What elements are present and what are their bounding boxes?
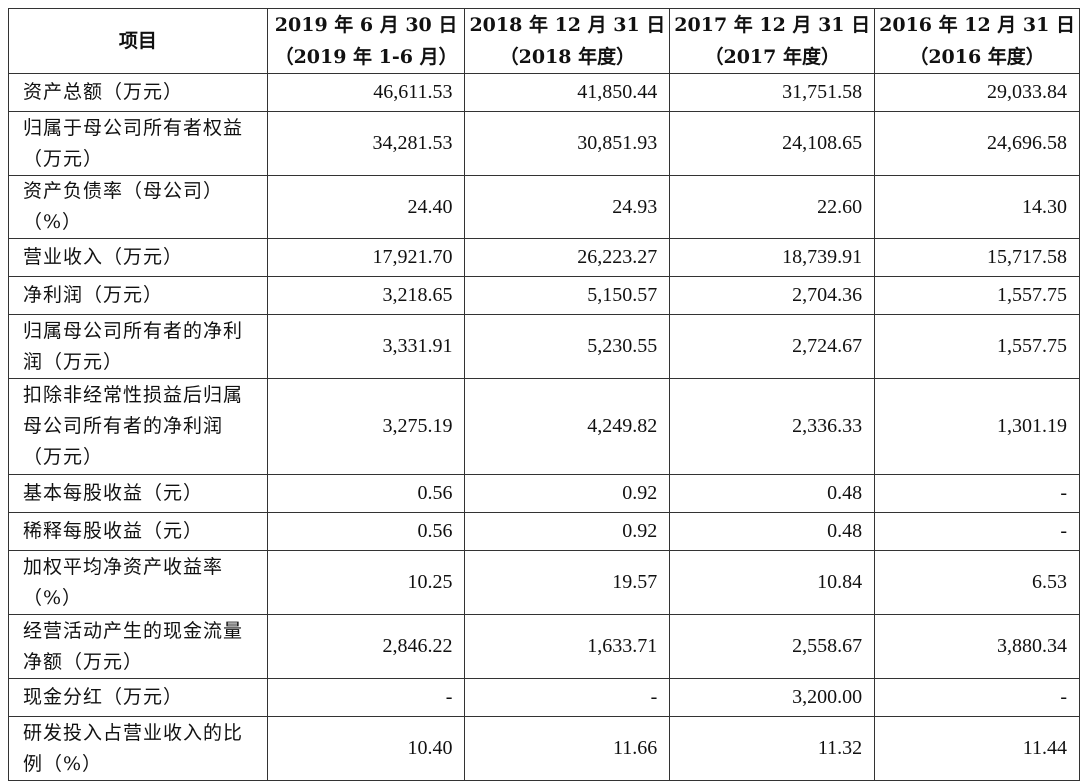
table-cell-value: 22.60	[669, 175, 876, 239]
table-header-row: 项目 2019 年 6 月 30 日 （2019 年 1-6 月） 2018 年…	[8, 8, 1080, 74]
financial-summary-table: 项目 2019 年 6 月 30 日 （2019 年 1-6 月） 2018 年…	[8, 8, 1080, 781]
table-cell-value: 30,851.93	[464, 111, 671, 176]
table-cell-value: 5,150.57	[464, 276, 671, 315]
table-row: 归属于母公司所有者权益（万元） 34,281.53 30,851.93 24,108.…	[8, 111, 1080, 176]
row-label: 稀释每股收益（元）	[8, 512, 268, 551]
header-date: 2018 年 12 月 31 日	[469, 14, 666, 36]
table-cell-value: 17,921.70	[266, 238, 466, 277]
row-label: 基本每股收益（元）	[8, 474, 268, 513]
row-label: 经营活动产生的现金流量净额（万元）	[8, 614, 268, 679]
table-cell-value: 41,850.44	[464, 73, 671, 112]
table-cell-value: -	[464, 678, 671, 717]
table-cell-value: 2,558.67	[669, 614, 876, 679]
table-cell-value: 10.25	[266, 550, 466, 615]
header-date: 2017 年 12 月 31 日	[674, 14, 871, 36]
table-cell-value: 24,696.58	[874, 111, 1080, 176]
table-row: 基本每股收益（元） 0.56 0.92 0.48-	[8, 474, 1080, 513]
table-cell-value: 0.92	[464, 512, 671, 551]
table-cell-value: 18,739.91	[669, 238, 876, 277]
row-label: 归属母公司所有者的净利润（万元）	[8, 314, 268, 379]
table-body: 资产总额（万元） 46,611.53 41,850.44 31,751.58 29,03…	[8, 73, 1080, 781]
table-cell-value: 11.66	[464, 716, 671, 781]
table-row: 净利润（万元） 3,218.65 5,150.57 2,704.36 1,557.75	[8, 276, 1080, 315]
table-cell-value: 1,301.19	[874, 378, 1080, 475]
table-cell-value: 3,275.19	[266, 378, 466, 475]
header-period: （2018 年度）	[499, 46, 636, 68]
header-2016: 2016 年 12 月 31 日 （2016 年度）	[874, 8, 1080, 74]
row-label: 资产负债率（母公司）（%）	[8, 175, 268, 239]
table-cell-value: 0.92	[464, 474, 671, 513]
table-cell-value: 3,218.65	[266, 276, 466, 315]
table-cell-value: 10.40	[266, 716, 466, 781]
table-cell-value: 14.30	[874, 175, 1080, 239]
header-period: （2019 年 1-6 月）	[274, 46, 458, 68]
header-period: （2016 年度）	[909, 46, 1045, 68]
header-2018: 2018 年 12 月 31 日 （2018 年度）	[464, 8, 671, 74]
table-cell-value: 31,751.58	[669, 73, 876, 112]
header-item: 项目	[8, 8, 268, 74]
row-label: 资产总额（万元）	[8, 73, 268, 112]
table-cell-value: 3,200.00	[669, 678, 876, 717]
table-row: 稀释每股收益（元） 0.56 0.92 0.48-	[8, 512, 1080, 551]
table-cell-value: -	[266, 678, 466, 717]
table-cell-value: 0.48	[669, 512, 876, 551]
table-row: 营业收入（万元） 17,921.70 26,223.27 18,739.91 15,71…	[8, 238, 1080, 277]
table-cell-value: 3,880.34	[874, 614, 1080, 679]
header-2017: 2017 年 12 月 31 日 （2017 年度）	[669, 8, 876, 74]
table-cell-value: 24.40	[266, 175, 466, 239]
row-label: 加权平均净资产收益率（%）	[8, 550, 268, 615]
table-row: 研发投入占营业收入的比例（%） 10.40 11.66 11.32 11.44	[8, 716, 1080, 781]
table-cell-value: 2,846.22	[266, 614, 466, 679]
row-label: 营业收入（万元）	[8, 238, 268, 277]
table-cell-value: 10.84	[669, 550, 876, 615]
table-cell-value: 2,704.36	[669, 276, 876, 315]
table-row: 资产负债率（母公司）（%） 24.40 24.93 22.60 14.30	[8, 175, 1080, 239]
table-cell-value: 3,331.91	[266, 314, 466, 379]
table-cell-value: 0.56	[266, 474, 466, 513]
table-row: 归属母公司所有者的净利润（万元） 3,331.91 5,230.55 2,724.67…	[8, 314, 1080, 379]
row-label: 归属于母公司所有者权益（万元）	[8, 111, 268, 176]
header-2019h1: 2019 年 6 月 30 日 （2019 年 1-6 月）	[266, 8, 466, 74]
table-row: 现金分红（万元） - -3,200.00-	[8, 678, 1080, 717]
header-date: 2019 年 6 月 30 日	[274, 14, 458, 36]
table-cell-value: -	[874, 512, 1080, 551]
table-cell-value: 29,033.84	[874, 73, 1080, 112]
row-label: 研发投入占营业收入的比例（%）	[8, 716, 268, 781]
table-cell-value: 1,557.75	[874, 276, 1080, 315]
table-cell-value: 24.93	[464, 175, 671, 239]
row-label: 净利润（万元）	[8, 276, 268, 315]
table-cell-value: 0.48	[669, 474, 876, 513]
table-cell-value: 11.32	[669, 716, 876, 781]
table-cell-value: 1,633.71	[464, 614, 671, 679]
table-cell-value: -	[874, 678, 1080, 717]
header-item-label: 项目	[118, 30, 157, 52]
table-cell-value: 2,724.67	[669, 314, 876, 379]
table-cell-value: 15,717.58	[874, 238, 1080, 277]
table-cell-value: 1,557.75	[874, 314, 1080, 379]
table-row: 扣除非经常性损益后归属母公司所有者的净利润（万元） 3,275.19 4,249.8…	[8, 378, 1080, 475]
table-row: 资产总额（万元） 46,611.53 41,850.44 31,751.58 29,03…	[8, 73, 1080, 112]
table-cell-value: 4,249.82	[464, 378, 671, 475]
table-cell-value: 11.44	[874, 716, 1080, 781]
table-cell-value: 34,281.53	[266, 111, 466, 176]
table-cell-value: 26,223.27	[464, 238, 671, 277]
table-row: 经营活动产生的现金流量净额（万元） 2,846.22 1,633.71 2,558.6…	[8, 614, 1080, 679]
row-label: 扣除非经常性损益后归属母公司所有者的净利润（万元）	[8, 378, 268, 475]
table-row: 加权平均净资产收益率（%） 10.25 19.57 10.84 6.53	[8, 550, 1080, 615]
table-cell-value: 46,611.53	[266, 73, 466, 112]
table-cell-value: 2,336.33	[669, 378, 876, 475]
table-cell-value: 0.56	[266, 512, 466, 551]
table-cell-value: 24,108.65	[669, 111, 876, 176]
header-date: 2016 年 12 月 31 日	[879, 14, 1075, 36]
table-cell-value: 5,230.55	[464, 314, 671, 379]
table-cell-value: 6.53	[874, 550, 1080, 615]
table-cell-value: -	[874, 474, 1080, 513]
table-cell-value: 19.57	[464, 550, 671, 615]
row-label: 现金分红（万元）	[8, 678, 268, 717]
header-period: （2017 年度）	[704, 46, 840, 68]
